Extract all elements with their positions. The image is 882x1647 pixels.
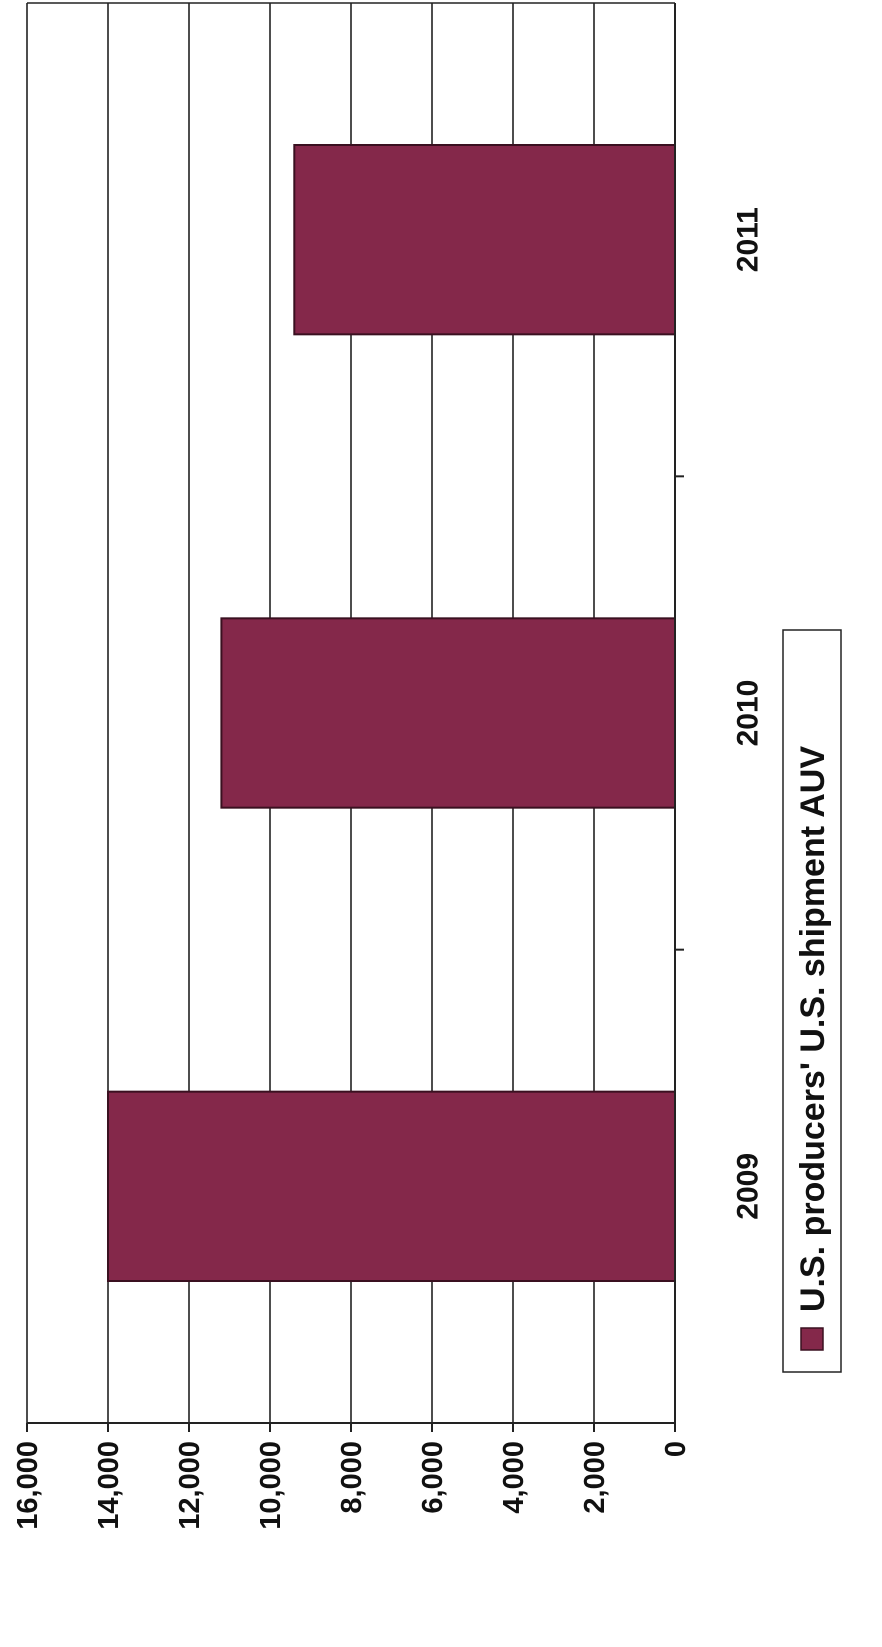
value-tick-label-7: 14,000 xyxy=(93,1441,125,1530)
legend-frame xyxy=(782,629,842,1373)
value-tick-label-8: 16,000 xyxy=(12,1441,44,1530)
category-label-2011: 2011 xyxy=(732,207,765,272)
legend: U.S. producers' U.S. shipment AUV xyxy=(782,629,842,1373)
value-tick-label-5: 10,000 xyxy=(255,1441,287,1530)
bar-2010 xyxy=(220,617,676,809)
category-labels: 2009 2010 2011 xyxy=(732,207,765,1220)
value-tick-label-6: 12,000 xyxy=(174,1441,206,1530)
axes xyxy=(26,3,684,1432)
value-tick-label-2: 4,000 xyxy=(498,1441,530,1514)
bars xyxy=(107,144,676,1282)
value-tick-label-3: 6,000 xyxy=(417,1441,449,1514)
bar-2011 xyxy=(293,144,676,336)
category-label-2009: 2009 xyxy=(732,1153,765,1220)
bar-2009 xyxy=(107,1090,676,1282)
value-tick-label-1: 2,000 xyxy=(579,1441,611,1514)
value-tick-label-4: 8,000 xyxy=(336,1441,368,1514)
legend-swatch xyxy=(800,1327,824,1351)
legend-label: U.S. producers' U.S. shipment AUV xyxy=(794,746,832,1312)
value-tick-label-0: 0 xyxy=(660,1441,692,1457)
value-tick-labels: 0 2,000 4,000 6,000 8,000 10,000 12,000 14,000 1… xyxy=(12,1441,692,1530)
category-label-2010: 2010 xyxy=(732,680,765,747)
